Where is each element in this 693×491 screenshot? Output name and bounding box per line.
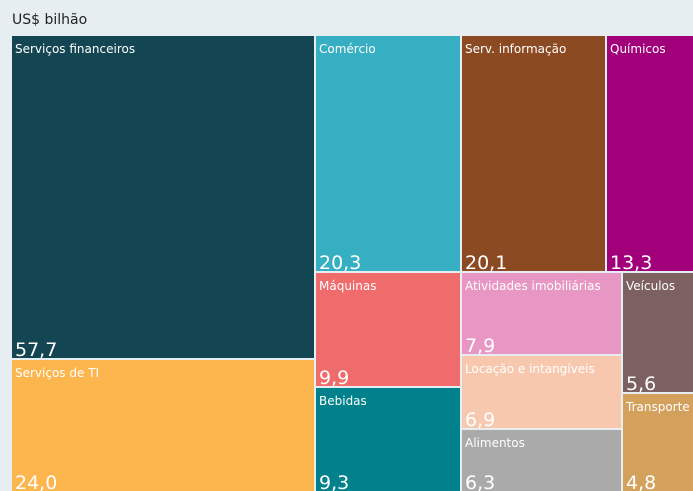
tile-label: Máquinas (319, 279, 376, 293)
tile-label: Bebidas (319, 394, 367, 408)
tile-label: Locação e intangíveis (465, 362, 595, 376)
tile (462, 356, 621, 428)
tile (12, 36, 314, 358)
value-label: 9,9 (319, 367, 349, 389)
value-label: 7,9 (465, 335, 495, 357)
tile (462, 430, 621, 491)
tile (623, 273, 693, 392)
tile (607, 36, 693, 271)
value-label: 20,3 (319, 252, 361, 274)
chart-title: US$ bilhão (12, 12, 87, 28)
value-label: 5,6 (626, 373, 656, 395)
tile (316, 36, 460, 271)
tile (12, 360, 314, 491)
value-label: 24,0 (15, 472, 57, 491)
value-label: 20,1 (465, 252, 507, 274)
tile-label: Serviços financeiros (15, 42, 135, 56)
value-label: 6,9 (465, 409, 495, 431)
value-label: 9,3 (319, 472, 349, 491)
tile-label: Veículos (626, 279, 675, 293)
tile (316, 388, 460, 491)
value-label: 57,7 (15, 339, 57, 361)
value-label: 6,3 (465, 472, 495, 491)
tile (462, 36, 605, 271)
value-label: 4,8 (626, 472, 656, 491)
tile-label: Comércio (319, 42, 376, 56)
tile-label: Alimentos (465, 436, 525, 450)
tile-label: Atividades imobiliárias (465, 279, 601, 293)
tile (623, 394, 693, 491)
tile-label: Serviços de TI (15, 366, 99, 380)
tile (462, 273, 621, 354)
tile-label: Serv. informação (465, 42, 566, 56)
tile (316, 273, 460, 386)
tile-label: Transporte (625, 400, 690, 414)
value-label: 13,3 (610, 252, 652, 274)
tile-label: Químicos (610, 42, 666, 56)
